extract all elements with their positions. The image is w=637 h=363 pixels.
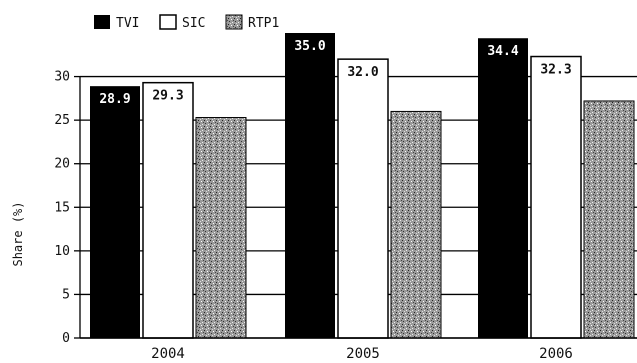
bar-rtp1-2005 [390,110,442,339]
y-tick-label-0: 0 [62,331,70,346]
data-label-sic-2004: 29.3 [152,89,183,104]
x-tick-label-2004: 2004 [151,346,185,362]
y-tick-label-5: 5 [62,287,70,302]
data-label-tvi-2004: 28.9 [99,92,130,107]
bar-rtp1-2004 [195,117,247,339]
y-tick-label-30: 30 [54,70,70,85]
bars: 28.9 29.3 35.0 32.0 34.4 32.3 [90,33,635,339]
y-tick-label-15: 15 [54,200,70,215]
x-tick-label-2005: 2005 [346,346,380,362]
y-axis-label: Share (%) [11,201,25,266]
y-axis: 0 5 10 15 20 25 30 [54,70,81,346]
legend-label-sic: SIC [182,16,205,31]
bar-sic-2005 [337,58,389,339]
data-label-sic-2005: 32.0 [347,65,378,80]
legend-label-tvi: TVI [116,16,139,31]
legend-swatch-sic [159,14,177,30]
y-tick-label-20: 20 [54,157,70,172]
legend-swatch-tvi [94,15,110,29]
y-tick-label-10: 10 [54,244,70,259]
bar-sic-2004 [142,81,194,339]
bar-tvi-2006 [478,38,528,338]
y-tick-label-25: 25 [54,113,70,128]
data-label-tvi-2006: 34.4 [487,44,518,59]
bar-tvi-2004 [90,86,140,339]
x-tick-label-2006: 2006 [539,346,573,362]
bar-sic-2006 [530,55,582,339]
legend-swatch-rtp1 [225,14,243,30]
x-axis: 2004 2005 2006 [80,337,637,362]
bar-tvi-2005 [285,33,335,338]
legend: TVI SIC RTP1 [94,14,279,31]
bar-rtp1-2006 [583,100,635,339]
legend-label-rtp1: RTP1 [248,16,279,31]
data-label-tvi-2005: 35.0 [294,39,325,54]
data-label-sic-2006: 32.3 [540,63,571,78]
